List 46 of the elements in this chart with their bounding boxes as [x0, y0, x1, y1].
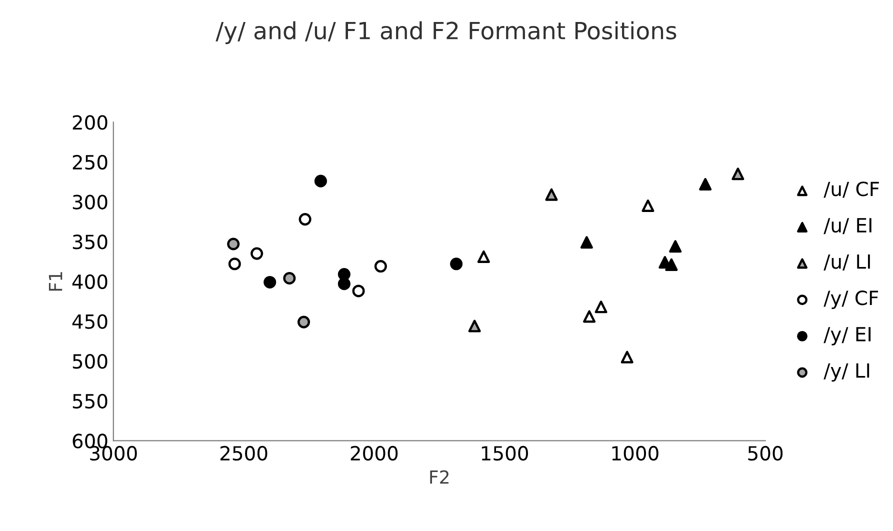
legend-label: /y/ LI	[824, 363, 870, 382]
point	[699, 178, 712, 191]
y-tick-label: 250	[72, 154, 108, 170]
point	[298, 316, 310, 328]
point	[468, 320, 481, 332]
y-tick-label: 400	[72, 274, 108, 290]
y-tick-label: 350	[72, 234, 108, 250]
point	[264, 276, 276, 288]
y-tick-label: 500	[72, 354, 108, 369]
legend-label: /u/ EI	[824, 218, 872, 234]
point	[580, 236, 593, 249]
legend-label: /y/ EI	[824, 327, 871, 346]
point	[298, 213, 312, 226]
point	[665, 258, 678, 271]
point	[450, 258, 463, 270]
y-tick-label: 450	[72, 314, 108, 329]
x-axis-title: F2	[430, 470, 448, 484]
point	[314, 174, 327, 188]
point	[583, 310, 596, 323]
legend-label: /u/ LI	[824, 254, 870, 270]
point	[620, 350, 634, 364]
point	[669, 240, 682, 253]
point	[227, 238, 240, 250]
point	[228, 258, 241, 270]
x-tick-label: 500	[748, 446, 783, 461]
point	[732, 168, 744, 180]
point	[545, 188, 558, 201]
point	[283, 272, 296, 285]
point	[250, 247, 264, 260]
x-tick-label: 1000	[612, 446, 658, 461]
legend-label: /u/ CF	[824, 182, 879, 198]
point	[352, 284, 365, 298]
y-axis-title: F1	[48, 272, 62, 291]
point	[642, 200, 654, 212]
point	[338, 278, 350, 290]
point	[374, 260, 387, 273]
x-tick-label: 2000	[350, 446, 398, 461]
legend-label: /y/ CF	[824, 290, 878, 309]
x-tick-label: 2500	[220, 446, 268, 461]
chart-title: /y/ and /u/ F1 and F2 Formant Positions	[216, 21, 676, 44]
y-tick-label: 200	[72, 115, 108, 130]
y-tick-label: 550	[72, 394, 108, 409]
x-tick-label: 1500	[482, 446, 528, 461]
point	[477, 250, 490, 263]
y-tick-label: 300	[72, 194, 108, 210]
point	[594, 300, 608, 314]
